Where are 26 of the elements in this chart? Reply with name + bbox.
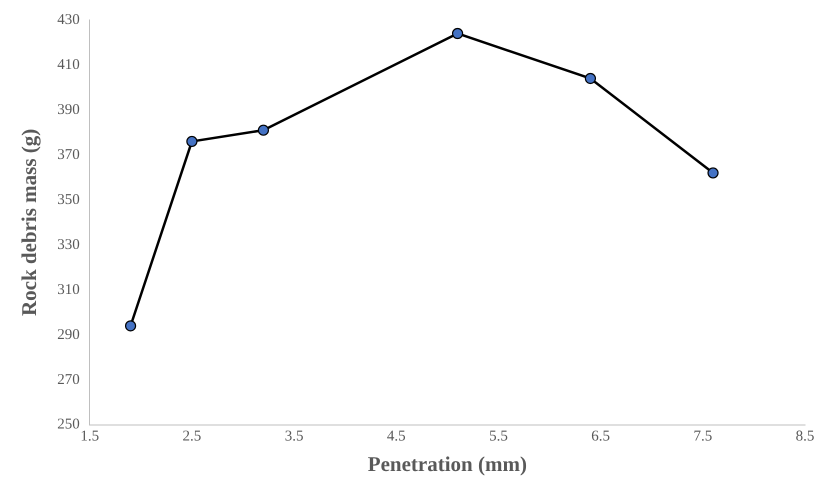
y-tick-label: 250 (57, 416, 80, 433)
point (452, 28, 464, 40)
y-tick-label: 430 (57, 12, 80, 28)
point (124, 320, 136, 332)
y-tick-label: 270 (57, 372, 80, 388)
x-tick-label: 6.5 (591, 428, 610, 445)
x-tick-label: 2.5 (182, 428, 202, 445)
x-tick-label: 1.5 (80, 428, 100, 445)
point (707, 167, 719, 179)
x-tick-label: 8.5 (796, 428, 814, 445)
y-axis-title: Rock debris mass (g) (17, 128, 42, 316)
y-tick-label: 330 (57, 236, 80, 253)
y-tick-label: 370 (57, 146, 80, 163)
y-tick-label: 410 (57, 56, 80, 73)
point (584, 72, 596, 84)
y-tick-label: 390 (57, 102, 80, 118)
y-tick-label: 310 (57, 282, 80, 298)
x-tick-label: 7.5 (693, 428, 712, 445)
x-axis-title: Penetration (mm) (368, 452, 527, 476)
point (258, 124, 270, 136)
x-tick-label: 3.5 (284, 428, 304, 445)
y-tick-label: 350 (57, 192, 80, 208)
x-tick-label: 4.5 (386, 428, 406, 445)
y-tick-label: 290 (57, 326, 80, 343)
x-tick-label: 5.5 (489, 428, 508, 445)
point (186, 136, 198, 148)
